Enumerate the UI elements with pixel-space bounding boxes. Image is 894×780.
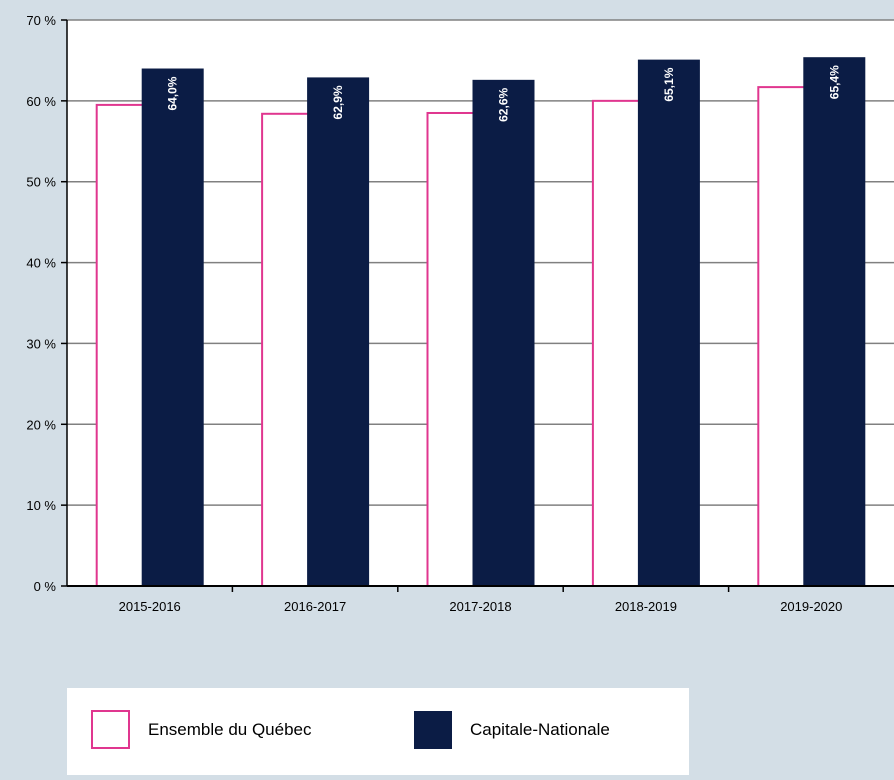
y-tick-label: 10 % [26, 498, 56, 513]
bar-capitale-4 [803, 57, 866, 587]
data-label: 62,9% [331, 85, 345, 119]
y-tick-label: 50 % [26, 175, 56, 190]
legend-swatch-ensemble [91, 710, 130, 749]
y-axis-ticks: 0 % 10 % 20 % 30 % 40 % 50 % 60 % 70 % [26, 13, 68, 594]
x-tick-label: 2015-2016 [119, 599, 181, 614]
y-tick-label: 0 % [34, 579, 57, 594]
data-label: 65,1% [662, 67, 676, 101]
bars: 64,0% 62,9% 62,6% 65,1% 65,4% [95, 57, 866, 588]
bar-capitale-2 [472, 79, 535, 586]
legend-label-ensemble: Ensemble du Québec [148, 720, 312, 739]
data-label: 65,4% [827, 65, 841, 99]
legend-item-ensemble: Ensemble du Québec [91, 710, 312, 749]
legend-box [67, 688, 689, 775]
legend-item-capitale: Capitale-Nationale [414, 711, 610, 749]
legend-label-capitale: Capitale-Nationale [470, 720, 610, 739]
bar-capitale-1 [307, 77, 370, 586]
y-tick-label: 60 % [26, 94, 56, 109]
y-tick-label: 30 % [26, 336, 56, 351]
data-label: 64,0% [166, 76, 180, 110]
x-tick-label: 2018-2019 [615, 599, 677, 614]
bar-capitale-0 [141, 68, 204, 586]
y-tick-label: 20 % [26, 417, 56, 432]
legend-swatch-capitale [414, 711, 452, 749]
x-tick-label: 2019-2020 [780, 599, 842, 614]
x-tick-label: 2017-2018 [449, 599, 511, 614]
legend: Ensemble du Québec Capitale-Nationale [67, 688, 689, 775]
y-tick-label: 70 % [26, 13, 56, 28]
data-label: 62,6% [497, 88, 511, 122]
y-tick-label: 40 % [26, 256, 56, 271]
x-tick-label: 2016-2017 [284, 599, 346, 614]
x-axis-ticks: 2015-2016 2016-2017 2017-2018 2018-2019 2019… [67, 585, 894, 614]
bar-capitale-3 [637, 59, 700, 587]
